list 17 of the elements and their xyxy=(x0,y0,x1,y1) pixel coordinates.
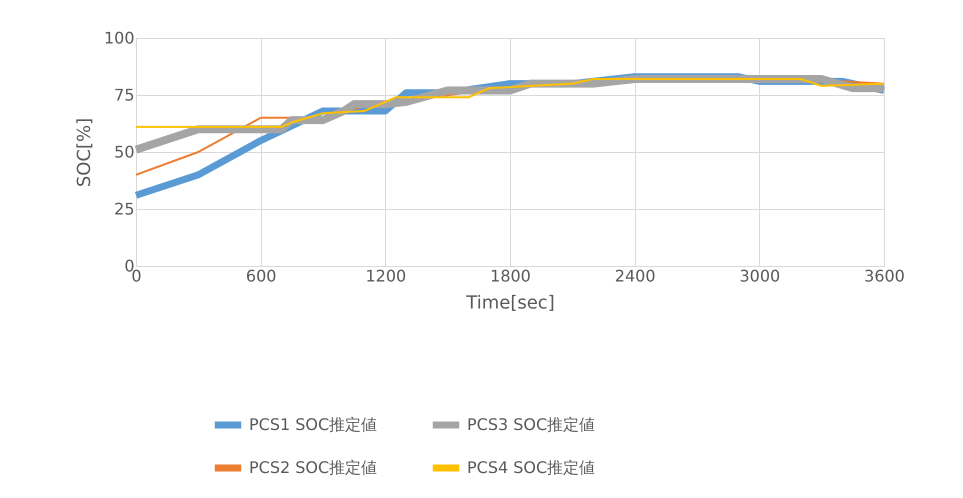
x-tick-label: 1200 xyxy=(365,266,406,286)
x-tick-label: 3000 xyxy=(739,266,780,286)
y-tick-label: 75 xyxy=(114,86,134,104)
legend-label: PCS3 SOC推定値 xyxy=(467,415,596,434)
x-tick-label: 1800 xyxy=(490,266,531,286)
y-tick-label: 100 xyxy=(104,28,134,48)
x-axis-title: Time[sec] xyxy=(465,292,555,314)
y-tick-label: 50 xyxy=(114,142,134,162)
x-tick-label: 600 xyxy=(246,266,276,286)
y-tick-label: 25 xyxy=(114,200,134,218)
line-series xyxy=(135,78,885,128)
legend-label: PCS4 SOC推定値 xyxy=(467,458,596,477)
legend-label: PCS1 SOC推定値 xyxy=(249,415,378,434)
y-axis-title: SOC[%] xyxy=(74,118,95,188)
x-tick-label: 3600 xyxy=(864,266,905,286)
legend-label: PCS2 SOC推定値 xyxy=(249,458,378,477)
x-tick-label: 2400 xyxy=(614,266,656,286)
